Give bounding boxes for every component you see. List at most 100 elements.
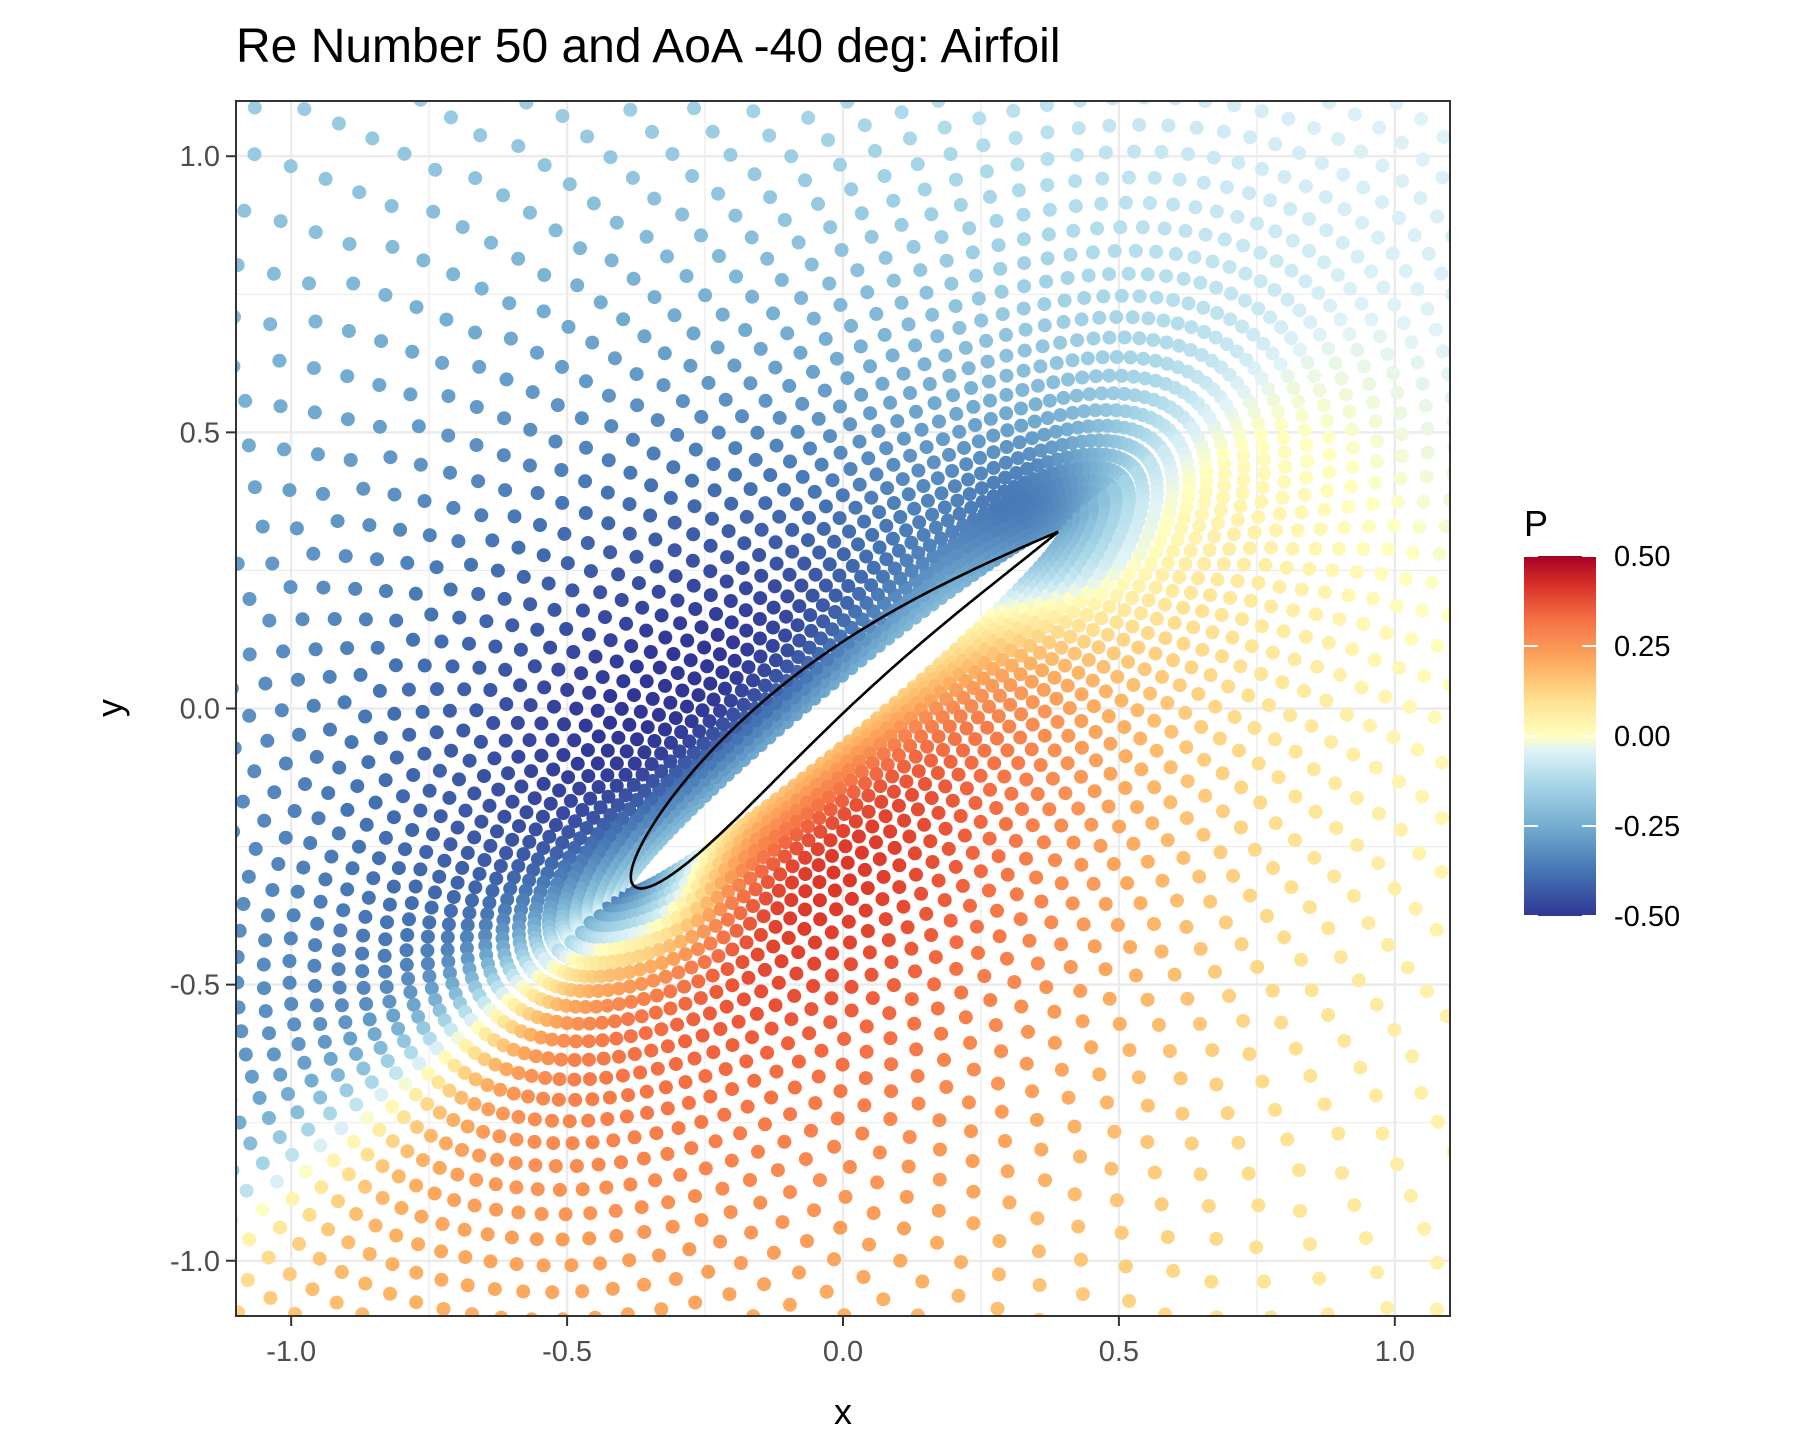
mesh-point — [869, 835, 883, 850]
mesh-point — [1253, 795, 1268, 810]
mesh-point — [1149, 545, 1164, 560]
mesh-point — [683, 653, 698, 668]
mesh-point — [964, 381, 979, 395]
mesh-point — [900, 920, 915, 935]
mesh-point — [1058, 614, 1073, 629]
mesh-point — [586, 810, 601, 825]
mesh-point — [918, 777, 932, 791]
mesh-point — [724, 896, 739, 911]
mesh-point — [1034, 894, 1049, 909]
mesh-point — [340, 369, 355, 384]
mesh-point — [1118, 195, 1133, 210]
mesh-point — [1323, 298, 1337, 313]
mesh-point — [1420, 984, 1434, 999]
mesh-point — [1272, 580, 1287, 594]
mesh-point — [1022, 447, 1037, 461]
mesh-point — [441, 389, 456, 404]
mesh-point — [939, 1080, 954, 1094]
mesh-point — [622, 965, 637, 980]
mesh-point — [716, 930, 731, 945]
mesh-point — [1364, 312, 1379, 327]
mesh-point — [695, 1028, 710, 1043]
mesh-point — [1112, 1016, 1127, 1031]
mesh-point — [581, 1052, 596, 1067]
mesh-point — [1266, 861, 1281, 875]
mesh-point — [717, 1107, 732, 1122]
mesh-point — [1265, 983, 1280, 998]
mesh-point — [998, 1134, 1012, 1148]
mesh-point — [313, 894, 328, 909]
mesh-point — [1302, 1237, 1317, 1252]
mesh-point — [842, 873, 857, 888]
mesh-point — [789, 803, 804, 818]
y-tick-label: -1.0 — [170, 1246, 220, 1278]
mesh-point — [1118, 781, 1133, 795]
mesh-point — [1394, 427, 1409, 442]
mesh-point — [1364, 264, 1379, 279]
mesh-point — [401, 971, 416, 986]
mesh-point — [1057, 658, 1072, 673]
mesh-point — [310, 447, 325, 462]
mesh-point — [812, 893, 827, 908]
mesh-point — [1255, 1074, 1270, 1089]
mesh-point — [735, 561, 750, 576]
mesh-point — [1143, 455, 1158, 470]
mesh-point — [1278, 459, 1292, 474]
mesh-point — [1334, 371, 1349, 386]
mesh-point — [313, 1090, 328, 1105]
mesh-point — [272, 353, 287, 368]
mesh-point — [807, 956, 822, 971]
mesh-point — [912, 515, 927, 530]
mesh-point — [609, 215, 624, 230]
mesh-point — [1098, 684, 1113, 699]
mesh-point — [575, 603, 590, 618]
mesh-point — [789, 841, 804, 856]
mesh-point — [574, 411, 589, 426]
mesh-point — [807, 484, 822, 499]
mesh-point — [578, 718, 593, 733]
mesh-point — [721, 884, 736, 899]
mesh-point — [629, 549, 644, 564]
mesh-point — [1060, 678, 1075, 693]
mesh-point — [569, 701, 584, 716]
mesh-point — [1292, 1204, 1307, 1218]
mesh-point — [1268, 224, 1283, 239]
mesh-point — [1290, 523, 1305, 538]
mesh-point — [1398, 263, 1413, 278]
mesh-point — [543, 796, 558, 811]
mesh-point — [989, 213, 1004, 228]
mesh-point — [591, 780, 606, 794]
mesh-point — [951, 1288, 966, 1303]
mesh-point — [1308, 541, 1323, 556]
mesh-point — [789, 814, 804, 829]
mesh-point — [1192, 869, 1207, 884]
mesh-point — [601, 81, 615, 95]
mesh-point — [983, 189, 997, 204]
mesh-point — [530, 345, 544, 360]
mesh-point — [1177, 510, 1192, 525]
mesh-point — [582, 685, 597, 700]
mesh-point — [1453, 722, 1467, 736]
mesh-point — [1375, 1126, 1390, 1141]
mesh-point — [790, 618, 805, 633]
mesh-point — [1430, 209, 1445, 224]
mesh-point — [548, 818, 563, 832]
mesh-point — [373, 731, 388, 745]
mesh-point — [1101, 709, 1116, 724]
mesh-point — [803, 608, 818, 623]
mesh-point — [1202, 543, 1217, 557]
mesh-point — [441, 954, 456, 969]
mesh-point — [637, 1277, 652, 1292]
mesh-point — [282, 975, 297, 990]
mesh-point — [1356, 359, 1371, 374]
mesh-point — [1193, 275, 1208, 290]
mesh-point — [1025, 1084, 1040, 1099]
mesh-point — [548, 223, 563, 238]
mesh-point — [545, 1032, 560, 1047]
mesh-point — [902, 829, 917, 844]
mesh-point — [718, 681, 732, 696]
mesh-point — [352, 839, 366, 854]
mesh-point — [1034, 1142, 1049, 1157]
mesh-point — [949, 935, 964, 950]
mesh-point — [431, 1075, 446, 1090]
